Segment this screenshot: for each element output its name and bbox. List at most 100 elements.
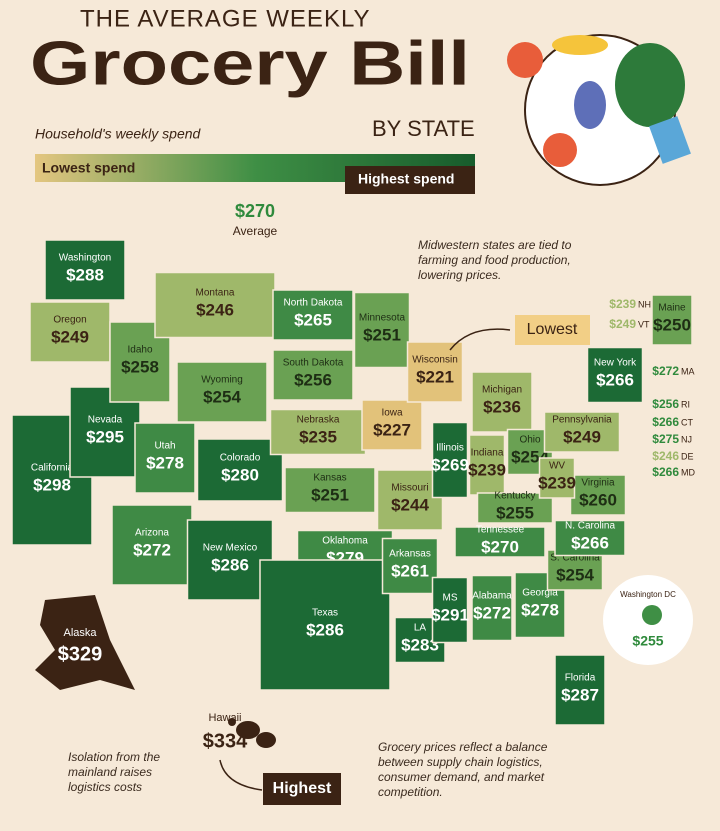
state-name: Arizona — [135, 528, 169, 539]
state-name: Nevada — [88, 415, 123, 426]
title: Grocery Bill — [30, 29, 470, 98]
inset-value: $329 — [58, 643, 103, 665]
state-value: $269 — [431, 455, 469, 474]
state-shape — [259, 559, 391, 691]
state-value: $272 — [473, 603, 511, 622]
small-state-name: VT — [638, 319, 650, 329]
state-name: South Dakota — [283, 358, 344, 369]
state-shape — [569, 474, 627, 516]
state-value: $251 — [311, 485, 349, 504]
state-value: $255 — [496, 503, 534, 522]
small-state-name: RI — [681, 399, 690, 409]
state-value: $246 — [196, 300, 234, 319]
small-state-value: $272 — [652, 364, 679, 378]
state-value: $286 — [211, 555, 249, 574]
legend-low: Lowest spend — [42, 160, 135, 176]
state-value: $260 — [579, 490, 617, 509]
state-shape — [554, 519, 626, 557]
state-shape — [361, 399, 423, 451]
state-name: MS — [443, 593, 458, 604]
state-value: $250 — [653, 315, 691, 334]
state-name: Virginia — [581, 478, 615, 489]
legend-caption: Household's weekly spend — [35, 126, 202, 142]
state-name: Oregon — [53, 315, 86, 326]
state-shape — [284, 466, 376, 514]
inset-value: $334 — [203, 730, 248, 752]
state-value: $287 — [561, 685, 599, 704]
inset-name: Alaska — [63, 627, 97, 639]
lowest-box — [515, 315, 590, 345]
state-shape — [554, 654, 606, 726]
state-value: $286 — [306, 620, 344, 639]
state-name: Illinois — [436, 443, 464, 454]
state-shape — [196, 438, 284, 502]
inset-name: Washington DC — [620, 590, 676, 599]
state-shape — [176, 361, 268, 423]
state-tiles: Washington$288Oregon$249California$298Ne… — [11, 239, 693, 726]
state-shape — [134, 422, 196, 494]
state-shape — [454, 526, 546, 558]
state-value: $256 — [294, 370, 332, 389]
state-name: Alabama — [472, 591, 512, 602]
state-name: Idaho — [127, 345, 152, 356]
small-state-name: NJ — [681, 434, 692, 444]
food-illustration — [507, 34, 691, 186]
state-name: Kansas — [313, 473, 346, 484]
small-state-value: $256 — [652, 397, 679, 411]
small-state-value: $266 — [652, 415, 679, 429]
state-name: WV — [549, 461, 565, 472]
state-name: Nebraska — [297, 415, 340, 426]
state-value: $280 — [221, 465, 259, 484]
state-name: Pennsylvania — [552, 415, 612, 426]
state-shape — [538, 457, 576, 499]
state-name: Florida — [565, 673, 596, 684]
state-name: Wyoming — [201, 375, 243, 386]
small-state-value: $239 — [609, 297, 636, 311]
state-value: $288 — [66, 265, 104, 284]
midwest-note: Midwestern states are tied to farming an… — [418, 238, 572, 282]
state-name: Michigan — [482, 385, 522, 396]
small-state-name: MD — [681, 467, 695, 477]
state-name: Wisconsin — [412, 355, 458, 366]
state-name: Minnesota — [359, 313, 406, 324]
state-value: $295 — [86, 427, 124, 446]
state-shape — [376, 469, 444, 531]
small-state-name: CT — [681, 417, 693, 427]
alaska-shape — [35, 595, 135, 690]
state-name: New York — [594, 358, 637, 369]
state-name: Utah — [154, 441, 175, 452]
state-name: Georgia — [522, 588, 558, 599]
state-value: $227 — [373, 420, 411, 439]
balance-note: Grocery prices reflect a balance between… — [378, 740, 548, 799]
state-name: N. Carolina — [565, 521, 615, 532]
state-value: $261 — [391, 561, 429, 580]
inset-value: $255 — [632, 633, 663, 649]
state-shape — [272, 289, 354, 341]
small-state-name: MA — [681, 366, 695, 376]
state-value: $265 — [294, 310, 332, 329]
state-shape — [69, 386, 141, 478]
state-value: $266 — [596, 370, 634, 389]
legend-high: Highest spend — [358, 171, 454, 187]
state-value: $254 — [556, 565, 594, 584]
lowest-arrow — [449, 328, 511, 351]
small-state-value: $266 — [652, 465, 679, 479]
state-name: Oklahoma — [322, 536, 368, 547]
state-shape — [406, 341, 464, 403]
state-shape — [44, 239, 126, 301]
average-value: $270 — [235, 201, 275, 221]
state-shape — [29, 301, 111, 363]
state-shape — [353, 291, 411, 369]
state-name: S. Carolina — [550, 553, 600, 564]
highest-arrow — [219, 759, 263, 791]
small-state-name: NH — [638, 299, 651, 309]
state-name: California — [31, 463, 74, 474]
state-name: Kentucky — [494, 491, 535, 502]
state-value: $291 — [431, 605, 469, 624]
state-value: $249 — [563, 427, 601, 446]
state-shape — [651, 294, 693, 346]
state-value: $258 — [121, 357, 159, 376]
state-name: Texas — [312, 608, 338, 619]
